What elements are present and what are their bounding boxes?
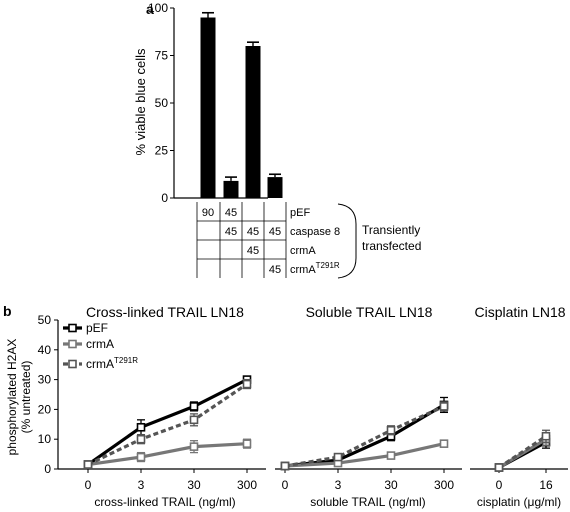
subplot-x-label: soluble TRAIL (ng/ml) bbox=[310, 495, 425, 509]
subplot: Cross-linked TRAIL LN18 cross-linked TRAI… bbox=[58, 304, 266, 509]
panel-a-bars bbox=[200, 11, 283, 198]
panel-a-y-tick-label: 50 bbox=[155, 96, 169, 110]
subplot: Cisplatin LN18 cisplatin (μg/ml) 0 16 bbox=[470, 304, 568, 509]
subplot-title: Cross-linked TRAIL LN18 bbox=[86, 304, 244, 320]
data-point bbox=[242, 379, 252, 389]
series-group bbox=[280, 401, 449, 471]
panel-b-ylabel-line1: phosphorylated H2AX bbox=[5, 339, 19, 456]
series-line bbox=[87, 378, 248, 466]
legend-label: pEF bbox=[86, 321, 108, 335]
subplot-x-tick-label: 30 bbox=[187, 478, 201, 492]
panel-b-y-tick-label: 0 bbox=[44, 462, 51, 476]
data-point bbox=[136, 422, 146, 432]
series-line bbox=[284, 442, 445, 468]
subplot-x-tick-label: 0 bbox=[282, 478, 289, 492]
data-point bbox=[242, 439, 252, 448]
legend-label: crmAT291R bbox=[86, 356, 138, 371]
data-point bbox=[280, 461, 290, 471]
subplot-x-label: cisplatin (μg/ml) bbox=[477, 495, 561, 509]
subplot-x-tick-label: 0 bbox=[496, 478, 503, 492]
subplot-title: Soluble TRAIL LN18 bbox=[306, 304, 433, 320]
panel-a-y-tick-label: 0 bbox=[161, 191, 168, 205]
subplot-title: Cisplatin LN18 bbox=[474, 304, 565, 320]
panel-b-label: b bbox=[3, 303, 12, 319]
table-row-label: crmA bbox=[290, 245, 316, 257]
panel-b-y-tick-label: 40 bbox=[38, 343, 52, 357]
table-cell: 90 bbox=[202, 207, 214, 219]
series-line bbox=[284, 403, 445, 468]
subplot-x-tick-label: 300 bbox=[434, 478, 454, 492]
panel-a-ylabel: % viable blue cells bbox=[133, 48, 148, 155]
subplot-x-tick-label: 300 bbox=[237, 478, 257, 492]
panel-a-label: a bbox=[146, 1, 154, 17]
legend-swatch-marker bbox=[68, 359, 77, 369]
series-group bbox=[83, 378, 252, 469]
transfection-table-text: 90 45 pEF 45 45 45 caspase 8 45 crmA 45 crmAT291R bbox=[202, 207, 340, 276]
panel-b-ylabel-line2: (% untreated) bbox=[19, 361, 33, 434]
series-group bbox=[494, 429, 551, 472]
panel-b-y-tick-label: 50 bbox=[38, 313, 52, 327]
data-point bbox=[494, 463, 504, 472]
table-cell: 45 bbox=[247, 226, 259, 238]
table-row-label: caspase 8 bbox=[290, 226, 340, 238]
subplot: Soluble TRAIL LN18 soluble TRAIL (ng/ml) 0… bbox=[275, 304, 462, 509]
bar bbox=[200, 17, 216, 198]
panel-b-y-axis: 0 10 20 30 40 50 bbox=[38, 313, 59, 476]
panel-b-plots: Cross-linked TRAIL LN18 cross-linked TRAI… bbox=[58, 304, 568, 509]
subplot-x-tick-label: 3 bbox=[335, 478, 342, 492]
panel-a-y-axis: 0 25 50 75 100 bbox=[148, 1, 268, 205]
data-point bbox=[439, 439, 449, 448]
series-line bbox=[284, 404, 445, 468]
panel-b-y-tick-label: 10 bbox=[38, 432, 52, 446]
legend-label-sup: T291R bbox=[114, 356, 138, 365]
data-point bbox=[386, 425, 396, 435]
subplot-x-tick-label: 30 bbox=[384, 478, 398, 492]
data-point bbox=[541, 431, 551, 441]
panel-b-legend: pEF crmA crmAT291R bbox=[63, 321, 138, 371]
legend-swatch-marker bbox=[68, 339, 77, 349]
subplot-x-tick-label: 16 bbox=[539, 478, 553, 492]
data-point bbox=[189, 442, 199, 451]
data-point bbox=[83, 460, 93, 469]
table-row-label: crmAT291R bbox=[290, 261, 340, 276]
bar bbox=[245, 46, 261, 198]
data-point bbox=[333, 452, 343, 462]
transfection-table bbox=[196, 202, 357, 279]
bar bbox=[223, 180, 239, 198]
data-point bbox=[439, 402, 449, 411]
data-point bbox=[189, 402, 199, 411]
series-group bbox=[83, 438, 252, 469]
table-cell: 45 bbox=[247, 245, 259, 257]
table-cell: 45 bbox=[269, 226, 281, 238]
panel-a-y-tick-label: 75 bbox=[155, 49, 169, 63]
data-point bbox=[136, 452, 146, 462]
table-row-label: pEF bbox=[290, 207, 310, 219]
series-line bbox=[87, 442, 248, 467]
bracket-label-line1: Transiently bbox=[362, 223, 420, 237]
table-row-label-sup: T291R bbox=[316, 261, 340, 270]
legend-label: crmA bbox=[86, 337, 114, 351]
panel-b-y-tick-label: 30 bbox=[38, 373, 52, 387]
legend-swatch-marker bbox=[68, 323, 77, 333]
table-cell: 45 bbox=[225, 207, 237, 219]
series-line bbox=[87, 382, 248, 466]
series-group bbox=[83, 375, 252, 469]
panel-a-y-tick-label: 100 bbox=[148, 1, 168, 15]
panel-a-y-tick-label: 25 bbox=[155, 144, 169, 158]
subplot-x-label: cross-linked TRAIL (ng/ml) bbox=[94, 495, 235, 509]
panel-b-y-tick-label: 20 bbox=[38, 402, 52, 416]
table-cell: 45 bbox=[269, 264, 281, 276]
bracket-label-line2: transfected bbox=[362, 239, 421, 253]
table-cell: 45 bbox=[225, 226, 237, 238]
subplot-x-tick-label: 3 bbox=[138, 478, 145, 492]
data-point bbox=[189, 415, 199, 425]
series-line bbox=[498, 434, 547, 469]
subplot-x-tick-label: 0 bbox=[85, 478, 92, 492]
data-point bbox=[386, 451, 396, 460]
data-point bbox=[136, 434, 146, 444]
bar bbox=[267, 177, 283, 198]
